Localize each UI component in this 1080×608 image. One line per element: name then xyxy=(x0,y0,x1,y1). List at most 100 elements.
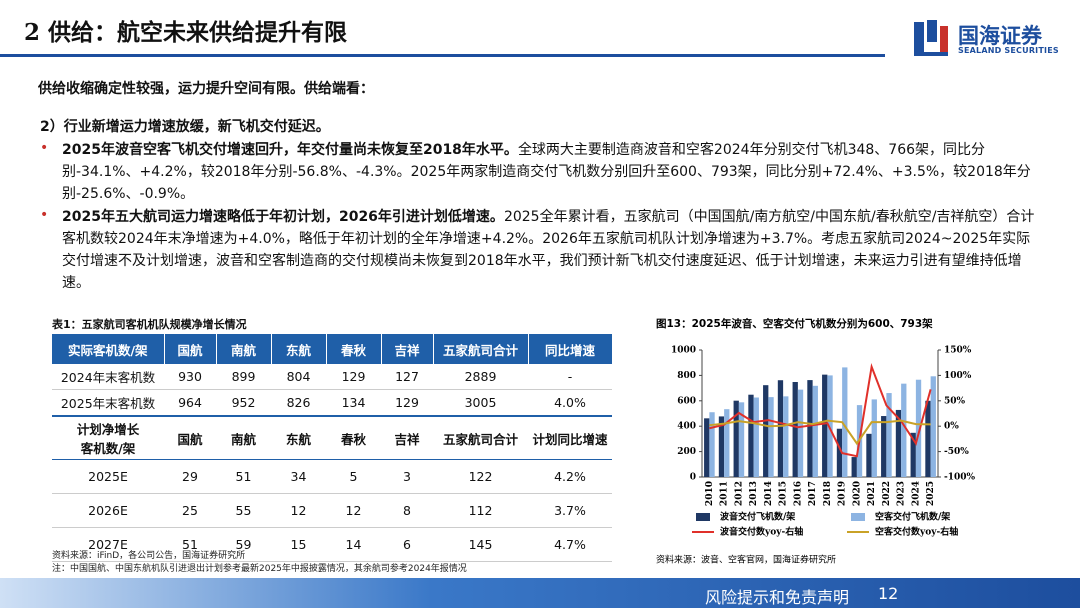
table-cell: 51 xyxy=(216,459,271,494)
page-number: 12 xyxy=(878,584,899,603)
table-source: 资料来源：iFinD，各公司公告，国海证券研究所 xyxy=(52,551,246,561)
y2-tick-label: 100% xyxy=(944,371,972,381)
bar xyxy=(827,375,833,477)
legend-label: 空客交付飞机数/架 xyxy=(875,511,950,523)
line xyxy=(709,419,931,446)
table-cell: 29 xyxy=(164,459,216,494)
table-cell: 930 xyxy=(164,364,216,390)
table-cell: 964 xyxy=(164,389,216,417)
legend-label: 波音交付飞机数/架 xyxy=(720,511,795,523)
bar xyxy=(822,374,828,477)
table-title: 表1：五家航司客机机队规模净增长情况 xyxy=(52,318,247,331)
table-cell: 12 xyxy=(326,493,381,528)
table-cell: 134 xyxy=(326,389,381,417)
table-cell: 12 xyxy=(271,493,326,528)
bar xyxy=(777,380,784,477)
table-cell: 112 xyxy=(433,493,528,528)
bar xyxy=(915,379,922,477)
table-cell: 15 xyxy=(271,527,326,562)
table-row: 2024年末客机数 930 899 804 129 127 2889- xyxy=(52,364,612,390)
table-cell: 五家航司合计 xyxy=(433,334,529,364)
table-row: 2026E 25 55 12 12 8 112 3.7% xyxy=(52,493,612,528)
y-tick-label: 400 xyxy=(677,422,696,432)
x-tick-label: 2012 xyxy=(734,481,744,506)
x-tick-label: 2010 xyxy=(705,481,715,506)
logo-name: 国海证券 xyxy=(958,24,1042,48)
table-cell: 五家航司合计 xyxy=(433,415,528,460)
table-row: 2025E 29 51 34 5 3 122 4.2% xyxy=(52,459,612,494)
table-cell: 吉祥 xyxy=(381,415,433,460)
bar xyxy=(753,397,759,477)
table-cell: 59 xyxy=(216,527,271,562)
bullet: 2025年波音空客飞机交付增速回升，年交付量尚未恢复至2018年水平。全球两大主… xyxy=(62,139,1037,205)
bullet-dot: • xyxy=(40,140,49,156)
table-cell: 34 xyxy=(271,459,326,494)
table-cell: 8 xyxy=(381,493,433,528)
table-cell: 2024年末客机数 xyxy=(52,364,164,390)
bar xyxy=(718,416,725,477)
bar xyxy=(704,418,710,477)
table-cell: 826 xyxy=(271,389,326,417)
table-row: 计划净增长 客机数/架 国航 南航 东航 春秋 吉祥 五家航司合计 计划同比增速 xyxy=(52,415,612,460)
table: 实际客机数/架 国航 南航 东航 春秋 吉祥 五家航司合计 同比增速 2024年末客机数 930 8… xyxy=(52,334,613,562)
x-tick-label: 2021 xyxy=(867,481,877,506)
table-cell: 2025年末客机数 xyxy=(52,389,164,417)
table-cell: 4.2% xyxy=(528,459,612,494)
table-cell: 春秋 xyxy=(326,415,381,460)
table-cell: 952 xyxy=(216,389,271,417)
chart: 图13：2025年波音、空客交付飞机数分别为600、793架 资料来源：波音、空… xyxy=(656,317,976,566)
x-tick-label: 2014 xyxy=(764,481,774,506)
bar xyxy=(881,416,887,477)
bullet: 2025年五大航司运力增速略低于年初计划，2026年引进计划低增速。2025全年… xyxy=(62,206,1037,294)
table-cell: 吉祥 xyxy=(381,334,434,364)
table-row: 2027E 51 59 15 14 6 145 4.7% xyxy=(52,527,612,562)
y2-tick-label: 0% xyxy=(944,422,959,432)
bar xyxy=(910,432,916,477)
bar xyxy=(871,399,877,477)
table-cell: 127 xyxy=(381,364,433,390)
bullet-bold: 2025年五大航司运力增速略低于年初计划，2026年引进计划低增速。 xyxy=(62,209,504,225)
table-cell: - xyxy=(528,364,612,390)
table-cell: 804 xyxy=(271,364,326,390)
chart-source: 资料来源：波音、空客官网，国海证券研究所 xyxy=(656,554,836,566)
x-tick-label: 2020 xyxy=(852,481,862,506)
bar xyxy=(812,385,818,477)
table-cell: 14 xyxy=(326,527,381,562)
x-tick-label: 2018 xyxy=(823,481,833,506)
table-cell: 国航 xyxy=(164,415,216,460)
table-row: 实际客机数/架 国航 南航 东航 春秋 吉祥 五家航司合计 同比增速 xyxy=(52,334,613,364)
bar xyxy=(901,383,907,477)
slide-title: 2 供给：航空未来供给提升有限 xyxy=(24,19,348,46)
y-tick-label: 200 xyxy=(677,447,696,457)
bar xyxy=(836,428,843,477)
bar xyxy=(930,376,936,477)
footer-text[interactable]: 风险提示和免责声明 xyxy=(705,588,850,607)
bar xyxy=(763,385,769,477)
x-tick-label: 2013 xyxy=(749,481,759,506)
bar xyxy=(792,382,798,477)
point: 2）行业新增运力增速放缓，新飞机交付延迟。 xyxy=(40,119,330,135)
bar xyxy=(925,400,931,477)
y-tick-label: 0 xyxy=(690,473,696,483)
x-tick-label: 2025 xyxy=(926,481,936,506)
bullet-bold: 2025年波音空客飞机交付增速回升，年交付量尚未恢复至2018年水平。 xyxy=(62,142,518,158)
table-cell: 2026E xyxy=(52,493,164,528)
table-cell: 3 xyxy=(381,459,433,494)
table-cell: 东航 xyxy=(271,415,326,460)
legend-marker xyxy=(696,513,710,521)
logo-icon xyxy=(914,20,948,56)
table-cell: 同比增速 xyxy=(528,334,613,364)
y-tick-label: 800 xyxy=(677,371,696,381)
table-cell: 实际客机数/架 xyxy=(52,334,165,364)
table-cell: 4.7% xyxy=(528,527,612,562)
bar xyxy=(797,389,804,477)
bar xyxy=(866,433,872,477)
bar xyxy=(748,394,754,477)
bar xyxy=(733,400,739,477)
bar xyxy=(768,397,774,477)
legend-marker xyxy=(851,513,865,521)
table-cell: 东航 xyxy=(271,334,327,364)
x-tick-label: 2011 xyxy=(720,481,730,506)
footer-bar xyxy=(0,578,1080,608)
